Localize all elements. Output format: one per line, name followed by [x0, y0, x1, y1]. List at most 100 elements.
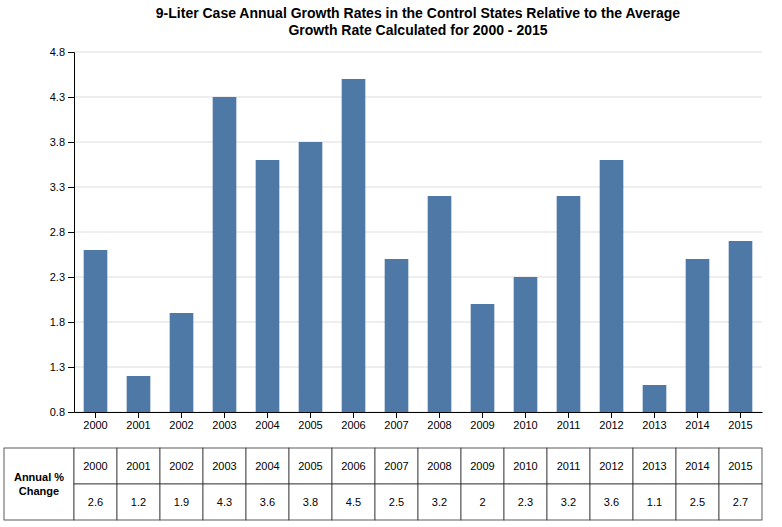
tick-label: 2.8	[50, 226, 65, 238]
tick-label: 1.3	[50, 361, 65, 373]
tick: 2014	[685, 412, 709, 431]
tick-mark	[568, 412, 569, 418]
table-label: Annual %Change	[14, 471, 64, 497]
bar	[428, 196, 452, 412]
table-year: 2015	[728, 460, 752, 472]
table-cell	[203, 484, 246, 520]
tick-mark	[525, 412, 526, 418]
table-year: 2006	[341, 460, 365, 472]
grid-line	[74, 232, 762, 233]
tick-label: 2006	[341, 419, 365, 431]
tick-mark	[68, 412, 74, 413]
table-cell	[375, 484, 418, 520]
tick: 2004	[255, 412, 279, 431]
tick: 2003	[212, 412, 236, 431]
tick: 3.3	[50, 181, 74, 193]
table-cell	[246, 484, 289, 520]
title: 9-Liter Case Annual Growth Rates in the …	[156, 5, 681, 38]
tick-label: 2010	[513, 419, 537, 431]
bar	[643, 385, 667, 412]
tick-mark	[267, 412, 268, 418]
tick: 3.8	[50, 136, 74, 148]
table-value: 1.1	[647, 496, 662, 508]
tick: 2010	[513, 412, 537, 431]
table-year: 2007	[384, 460, 408, 472]
tick-mark	[224, 412, 225, 418]
tick: 4.8	[50, 46, 74, 58]
table-cell	[461, 484, 504, 520]
table-cell	[203, 448, 246, 484]
table-cell	[633, 484, 676, 520]
tick-label: 2008	[427, 419, 451, 431]
bar	[342, 79, 366, 412]
table-cell	[74, 448, 117, 484]
tick: 2.3	[50, 271, 74, 283]
tick-label: 0.8	[50, 406, 65, 418]
tick-mark	[95, 412, 96, 418]
table-value: 2	[479, 496, 485, 508]
table-value: 2.6	[88, 496, 103, 508]
tick-label: 2014	[685, 419, 709, 431]
tick: 2013	[642, 412, 666, 431]
bar	[600, 160, 624, 412]
bar	[170, 313, 194, 412]
table-year: 2004	[255, 460, 279, 472]
table-value: 2.7	[733, 496, 748, 508]
tick-mark	[138, 412, 139, 418]
grid-line	[74, 97, 762, 98]
x-axis: 2000200120022003200420052006200720082009…	[75, 412, 763, 431]
table-year: 2001	[126, 460, 150, 472]
table-cell	[332, 484, 375, 520]
tick-mark	[181, 412, 182, 418]
table-year: 2014	[685, 460, 709, 472]
tick-mark	[68, 97, 74, 98]
table-cell	[676, 484, 719, 520]
table-cell	[246, 448, 289, 484]
tick-mark	[740, 412, 741, 418]
tick-label: 2004	[255, 419, 279, 431]
tick-mark	[68, 52, 74, 53]
tick: 2008	[427, 412, 451, 431]
table-value: 3.6	[604, 496, 619, 508]
table-year: 2008	[427, 460, 451, 472]
tick-label: 3.3	[50, 181, 65, 193]
tick: 2002	[169, 412, 193, 431]
tick: 2007	[384, 412, 408, 431]
table-year: 2013	[642, 460, 666, 472]
tick: 1.3	[50, 361, 74, 373]
bars	[84, 79, 753, 412]
axis-line	[68, 53, 75, 413]
grid-line	[74, 52, 762, 53]
table-year: 2009	[470, 460, 494, 472]
table-year: 2002	[169, 460, 193, 472]
bar	[256, 160, 280, 412]
tick-mark	[439, 412, 440, 418]
tick-label: 1.8	[50, 316, 65, 328]
tick-mark	[310, 412, 311, 418]
bar	[299, 142, 323, 412]
table-year: 2000	[83, 460, 107, 472]
bar	[729, 241, 753, 412]
tick-label: 2005	[298, 419, 322, 431]
chart: 9-Liter Case Annual Growth Rates in the …	[0, 0, 782, 527]
grid-line	[74, 187, 762, 188]
bar	[471, 304, 495, 412]
bar	[557, 196, 581, 412]
table-cell	[547, 484, 590, 520]
bar	[213, 97, 237, 412]
tick: 4.3	[50, 91, 74, 103]
tick-mark	[611, 412, 612, 418]
table-cell	[332, 448, 375, 484]
bar	[84, 250, 108, 412]
grid	[74, 52, 762, 412]
table-year: 2003	[212, 460, 236, 472]
table-cell	[504, 448, 547, 484]
table-value: 2.5	[389, 496, 404, 508]
table-cell	[719, 484, 762, 520]
y-axis: 0.8 1.3 1.8 2.3 2.8 3.3 3.8 4.3 4.8	[50, 46, 75, 418]
table-cell	[117, 448, 160, 484]
tick-label: 2015	[728, 419, 752, 431]
tick-label: 2007	[384, 419, 408, 431]
tick: 2001	[126, 412, 150, 431]
tick-label: 4.8	[50, 46, 65, 58]
